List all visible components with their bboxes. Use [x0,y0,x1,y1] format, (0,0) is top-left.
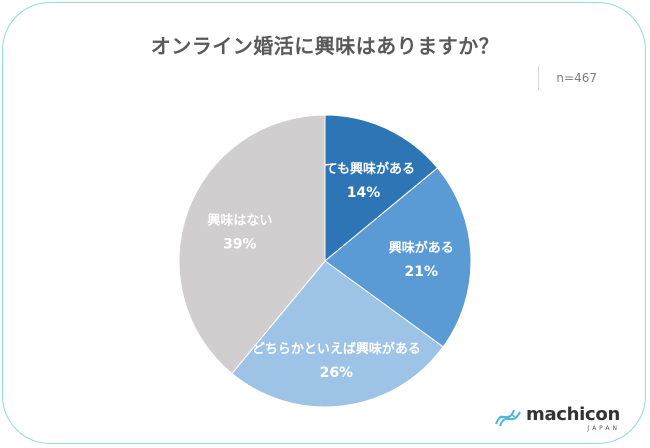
machicon-logo: machicon JAPAN [494,406,620,432]
slice-value-3: 26% [320,365,354,381]
pie-slice-3 [231,260,444,408]
pie-slice-4 [178,114,326,375]
pie-slice-1 [324,114,439,263]
slice-label-4: 興味はない [207,212,272,228]
brand-subtitle: JAPAN [587,425,621,432]
brand-name: machicon [526,404,621,425]
dna-icon [495,409,521,427]
chart-title: オンライン婚活に興味はありますか？ [150,34,500,58]
slice-value-2: 21% [405,264,439,280]
slice-value-4: 39% [223,236,257,252]
slice-label-3: どちらかといえば興味がある [252,341,421,357]
slice-value-1: 14% [347,185,381,201]
sample-size-label: n=467 [538,66,597,90]
slice-label-1: とても興味がある [312,161,415,177]
pie-slice-2 [324,167,472,348]
slice-label-2: 興味がある [389,240,454,256]
